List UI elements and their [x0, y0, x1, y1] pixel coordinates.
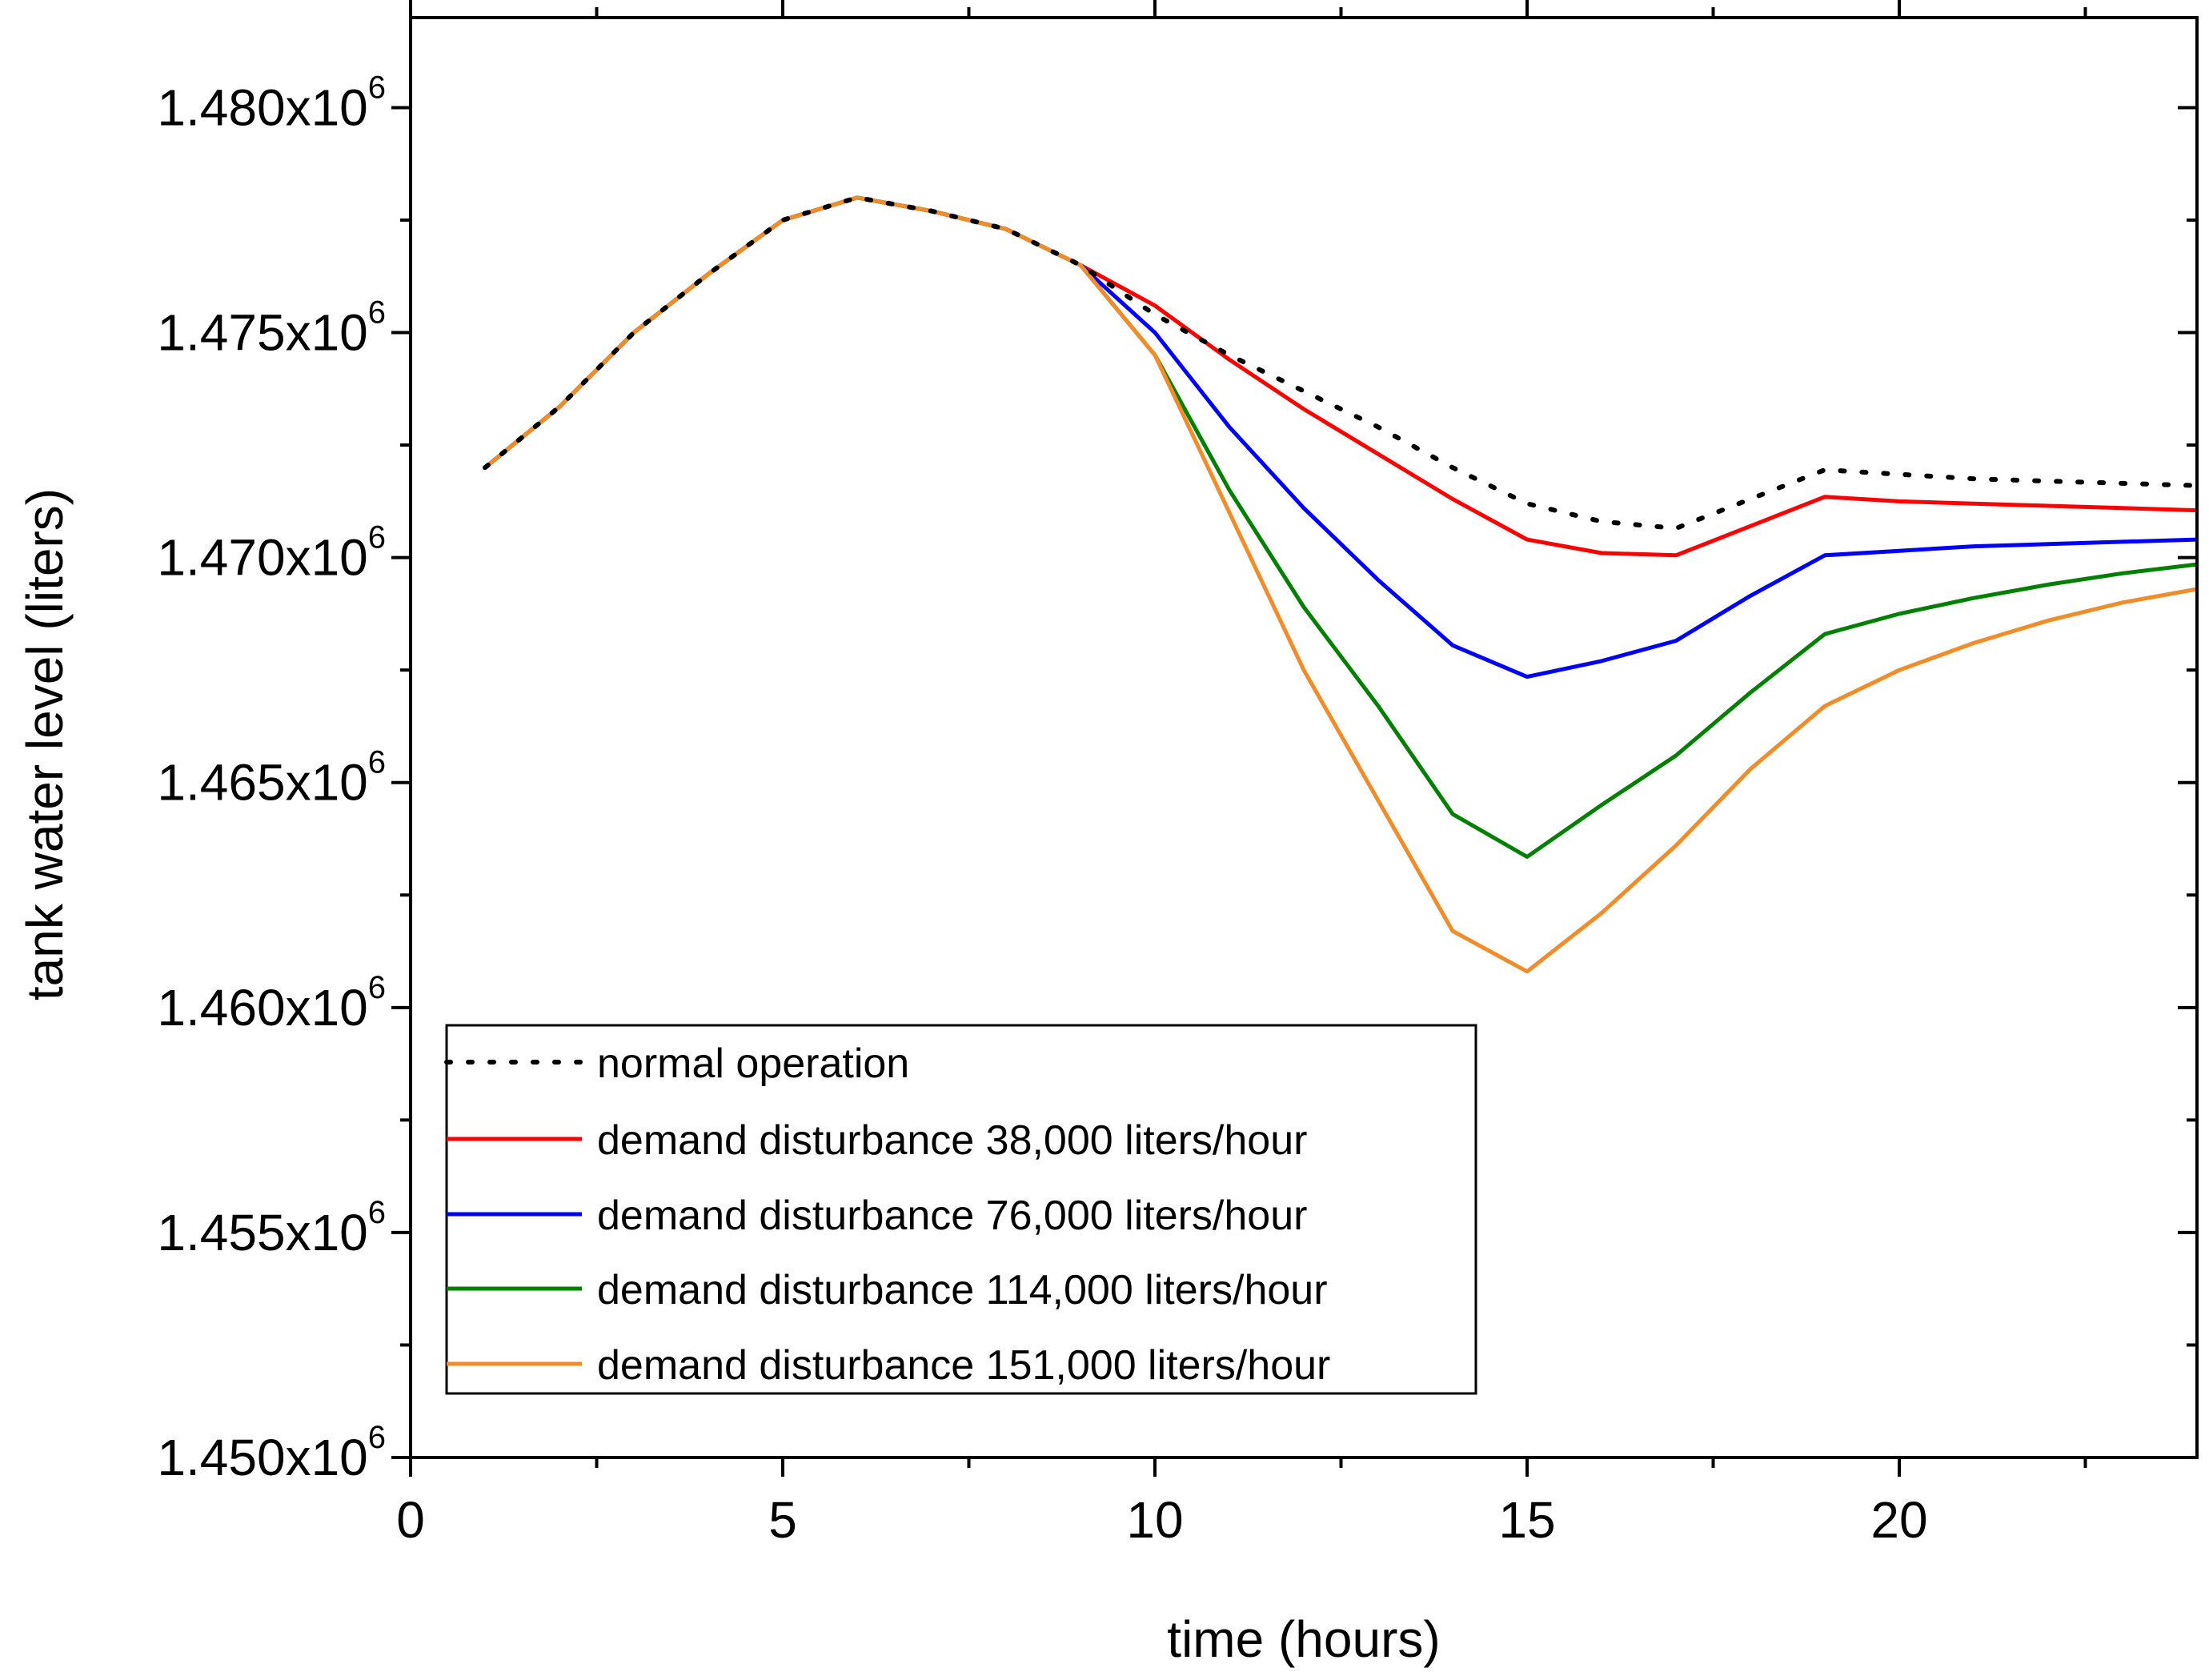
series-line-5 [483, 195, 2198, 974]
series-line-4 [483, 195, 2198, 859]
series-line-1 [483, 194, 2199, 531]
x-tick-label: 15 [1498, 1491, 1555, 1549]
y-tick-label: 1.475x106 [157, 295, 386, 362]
x-axis-title: time (hours) [1167, 1610, 1440, 1668]
y-tick-label: 1.455x106 [157, 1195, 386, 1261]
legend-label-4: demand disturbance 114,000 liters/hour [597, 1267, 1328, 1313]
x-tick-label: 20 [1870, 1491, 1927, 1549]
y-tick-label: 1.470x106 [157, 520, 386, 587]
legend-label-3: demand disturbance 76,000 liters/hour [597, 1193, 1307, 1239]
y-tick-label: 1.465x106 [157, 745, 386, 812]
y-tick-label: 1.450x106 [157, 1420, 386, 1486]
x-tick-label: 5 [768, 1491, 797, 1549]
x-tick-label: 0 [396, 1491, 425, 1549]
y-tick-label: 1.480x106 [157, 70, 386, 136]
legend-label-2: demand disturbance 38,000 liters/hour [597, 1117, 1307, 1164]
legend-label-5: demand disturbance 151,000 liters/hour [597, 1342, 1330, 1389]
legend-box [445, 1024, 1477, 1395]
plot-frame [409, 16, 2199, 1459]
legend: normal operation demand disturbance 38,00… [444, 1024, 1477, 1395]
ticks-layer [391, 0, 2197, 1477]
legend-label-1: normal operation [597, 1040, 909, 1087]
x-tick-label: 10 [1126, 1491, 1183, 1549]
y-axis-title: tank water level (liters) [16, 488, 74, 1000]
y-tick-label: 1.460x106 [157, 970, 386, 1036]
labels-layer: 0 5 10 15 20 1.450x106 1.455x106 1.460x106 1.465… [157, 70, 1927, 1549]
series-layer [483, 194, 2199, 974]
